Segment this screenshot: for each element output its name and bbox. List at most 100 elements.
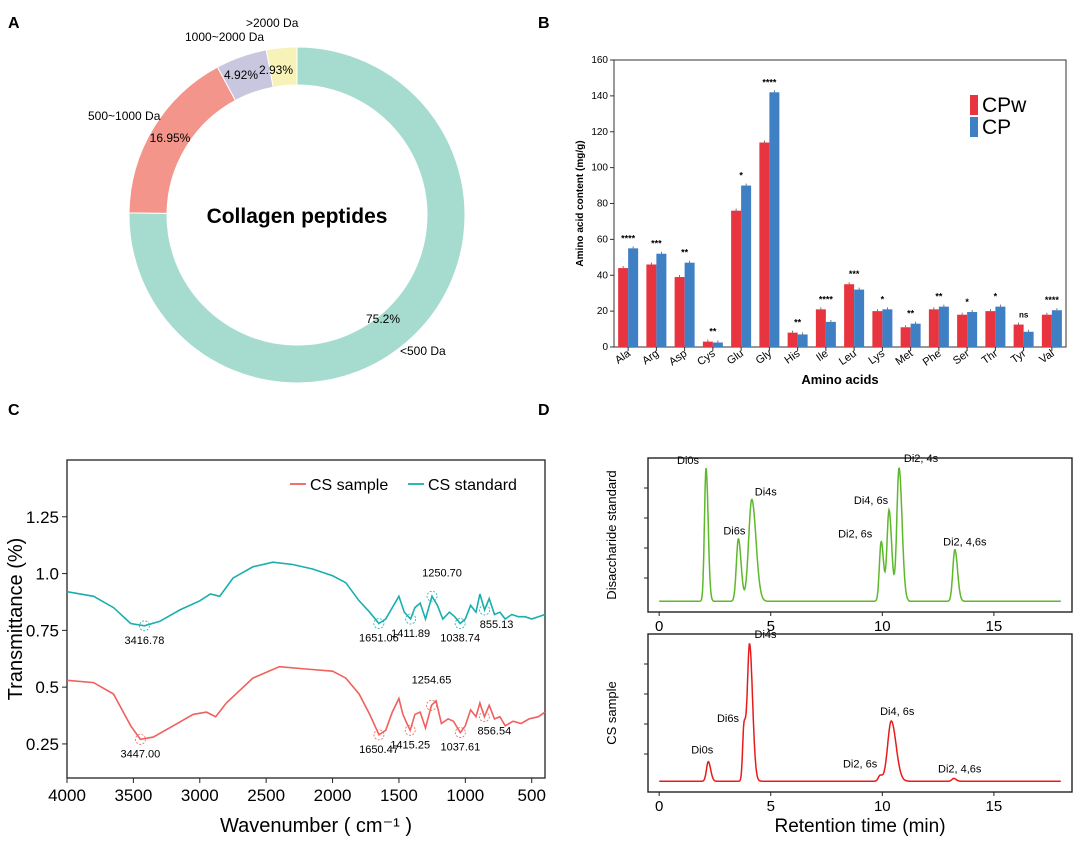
significance-label: *** — [651, 239, 662, 249]
significance-label: * — [994, 292, 998, 302]
x-tick-label: 10 — [874, 618, 891, 635]
x-tick-label: Leu — [837, 348, 859, 368]
bar-cp — [938, 306, 949, 347]
bar-cpw — [900, 327, 911, 347]
panel-letter-d: D — [538, 402, 550, 419]
peak-label: 1651.06 — [359, 633, 399, 645]
peak-marker — [373, 618, 385, 629]
donut-slice-value: 4.92% — [224, 68, 258, 82]
bar-cpw — [759, 142, 770, 347]
y-tick-label: 0.5 — [35, 678, 59, 697]
x-tick-label: Ser — [951, 347, 972, 367]
bar-cp — [882, 309, 893, 347]
peak-label: 1650.47 — [359, 744, 399, 756]
donut-slice — [128, 46, 466, 384]
y-tick-label: 140 — [591, 91, 608, 102]
bar-cp — [854, 289, 865, 347]
x-tick-label: 2000 — [314, 786, 352, 805]
x-tick-label: Arg — [640, 348, 661, 368]
peak-label: Di2, 6s — [838, 528, 873, 540]
plot-frame — [647, 457, 1073, 613]
significance-label: ns — [1019, 311, 1029, 320]
significance-label: * — [965, 297, 969, 307]
donut-slice-value: 75.2% — [366, 312, 400, 326]
x-tick-label: 5 — [767, 618, 775, 635]
bar-cpw — [731, 210, 742, 347]
plot-frame — [66, 459, 546, 779]
x-tick-label: 0 — [655, 618, 663, 635]
x-tick-label: 0 — [655, 798, 663, 815]
peak-label: Di4, 6s — [854, 495, 889, 507]
panel-letter-b: B — [538, 15, 550, 32]
peak-label: Di4s — [755, 486, 778, 498]
peak-marker — [454, 727, 466, 738]
donut-center-label: Collagen peptides — [207, 205, 388, 228]
panel-b: B 020406080100120140160****Ala***Arg**As… — [538, 15, 1067, 387]
hplc-chart: 0 5 10 15 Disaccharide standard Di0s Di6s Di4s D… — [604, 453, 1073, 837]
bar-cpw — [787, 332, 798, 347]
bar-cp — [1051, 310, 1062, 347]
legend-label: CP — [982, 116, 1011, 139]
y-tick-label: 0.75 — [26, 621, 59, 640]
bar-cp — [769, 92, 780, 347]
peak-marker — [405, 613, 417, 625]
x-tick-label: Ala — [613, 347, 634, 366]
legend-label: CS standard — [428, 477, 517, 494]
x-tick-label: 1000 — [446, 786, 484, 805]
bar-cpw — [674, 277, 685, 347]
bar-cp — [656, 253, 667, 347]
y-axis-label: Disaccharide standard — [604, 470, 619, 599]
peak-label: 1037.61 — [440, 742, 480, 754]
significance-label: **** — [1045, 295, 1060, 305]
peak-label: Di2, 4,6s — [943, 537, 987, 549]
bar-cp — [910, 323, 921, 347]
y-tick-label: 160 — [591, 55, 608, 66]
significance-label: ** — [681, 248, 689, 258]
y-tick-label: 80 — [597, 199, 609, 210]
bar-cp — [995, 306, 1006, 347]
y-tick-label: 60 — [597, 234, 609, 245]
peak-marker — [479, 604, 490, 616]
legend-swatch — [970, 117, 978, 137]
bar-cpw — [1013, 324, 1024, 347]
peak-label: 1415.25 — [390, 739, 430, 751]
significance-label: **** — [762, 77, 777, 87]
bar-cp — [967, 312, 978, 347]
chromatogram-line — [659, 467, 1061, 603]
peak-marker — [373, 729, 385, 741]
x-tick-label: Asp — [667, 348, 689, 369]
bar-cpw — [1041, 314, 1052, 347]
donut-slice — [265, 46, 298, 88]
x-tick-label: Phe — [921, 348, 944, 369]
donut-slice-label: <500 Da — [400, 344, 446, 358]
bar-cpw — [618, 268, 629, 347]
panel-letter-a: A — [8, 15, 20, 32]
y-tick-label: 0 — [602, 342, 608, 353]
y-tick-label: 20 — [597, 306, 609, 317]
peak-label: 3416.78 — [125, 635, 165, 647]
x-tick-label: Val — [1037, 348, 1056, 366]
peak-label: 856.54 — [478, 726, 512, 738]
peak-label: Di4s — [755, 629, 778, 641]
peak-label: Di2, 4s — [904, 453, 939, 465]
peak-label: 1411.89 — [391, 628, 430, 640]
x-tick-label: Ile — [814, 348, 830, 364]
peak-label: Di6s — [717, 713, 740, 725]
donut-slice-label: 1000~2000 Da — [185, 30, 264, 44]
plot-frame — [647, 633, 1073, 793]
y-axis-label: Transmittance (%) — [5, 538, 27, 701]
x-tick-label: Thr — [980, 347, 1001, 366]
y-tick-label: 0.25 — [26, 735, 59, 754]
ftir-line-cs-standard — [66, 561, 546, 627]
peak-label: Di2, 4,6s — [938, 763, 982, 775]
y-axis-label: CS sample — [604, 681, 619, 745]
x-axis-label: Wavenumber ( cm⁻¹ ) — [220, 815, 412, 837]
bar-cpw — [844, 284, 855, 347]
peak-marker — [139, 620, 150, 632]
peak-label: 3447.00 — [121, 748, 161, 760]
x-tick-label: 4000 — [48, 786, 86, 805]
peak-marker — [404, 724, 416, 736]
x-axis-label: Retention time (min) — [774, 816, 945, 837]
chromatogram-line — [659, 643, 1061, 782]
